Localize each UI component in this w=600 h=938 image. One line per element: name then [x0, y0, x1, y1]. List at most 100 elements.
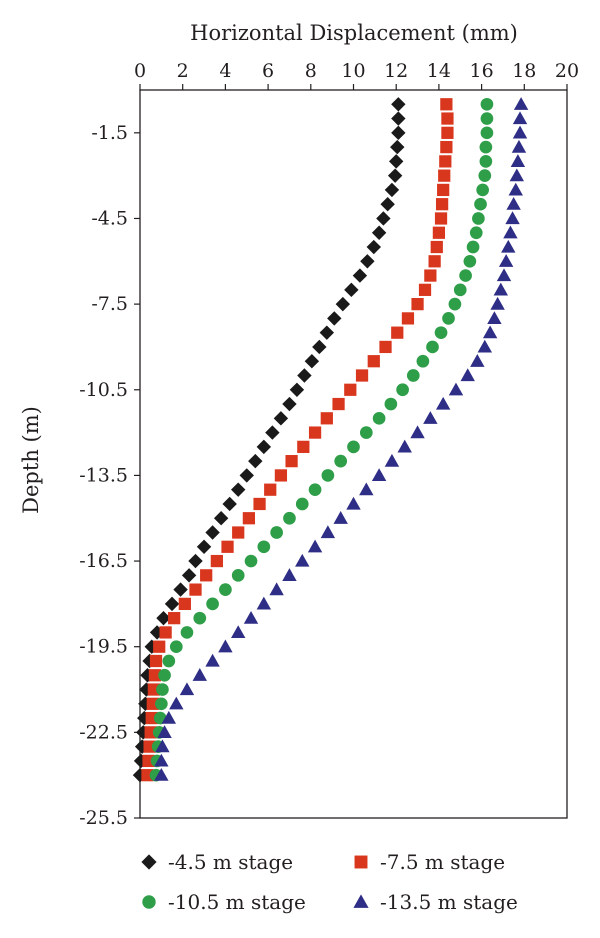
data-point	[148, 669, 162, 682]
data-point	[482, 325, 498, 339]
data-point	[512, 111, 528, 125]
data-point	[308, 426, 322, 439]
y-tick-label: -19.5	[79, 636, 128, 658]
data-point	[441, 126, 454, 139]
legend: -4.5 m stage -7.5 m stage -10.5 m stage -13…	[141, 850, 518, 914]
data-point	[158, 668, 171, 682]
x-tick-label: 18	[512, 60, 536, 82]
data-point	[428, 255, 441, 268]
data-point	[418, 283, 432, 296]
data-point	[222, 496, 237, 512]
data-point	[359, 426, 373, 439]
data-point	[463, 254, 477, 268]
data-point	[376, 211, 391, 226]
data-point	[384, 453, 400, 467]
data-point	[384, 397, 398, 411]
x-tick-label: 10	[341, 60, 365, 82]
y-tick-label: -22.5	[79, 721, 128, 743]
legend-label: -7.5 m stage	[380, 850, 505, 874]
legend-label: -13.5 m stage	[380, 890, 518, 914]
legend-marker	[142, 895, 156, 909]
legend-item: -13.5 m stage	[353, 890, 518, 914]
data-point	[480, 112, 494, 125]
data-point	[435, 198, 449, 211]
data-point	[384, 182, 400, 198]
data-point	[437, 183, 450, 197]
data-point	[396, 383, 409, 397]
y-axis-title: Depth (m)	[19, 406, 43, 514]
data-point	[479, 155, 493, 168]
data-point	[344, 383, 357, 396]
data-point	[149, 654, 163, 668]
data-point	[391, 97, 406, 112]
data-point	[360, 254, 375, 269]
data-point	[508, 182, 523, 196]
y-tick-label: -1.5	[91, 122, 128, 144]
data-point	[153, 640, 166, 653]
data-point	[401, 312, 415, 325]
data-point	[320, 525, 336, 539]
data-point	[239, 468, 254, 483]
data-point	[347, 440, 360, 454]
data-point	[477, 339, 493, 353]
data-point	[269, 582, 284, 596]
data-point	[371, 468, 387, 482]
data-point	[297, 440, 310, 453]
data-point	[505, 211, 520, 225]
data-point	[169, 696, 184, 710]
data-point	[155, 697, 168, 711]
data-point	[319, 325, 335, 340]
data-point	[210, 554, 223, 568]
data-point	[487, 311, 502, 325]
series	[132, 97, 406, 783]
data-point	[410, 425, 425, 439]
data-point	[205, 525, 220, 540]
x-axis-title: Horizontal Displacement (mm)	[190, 21, 518, 45]
data-point	[156, 610, 171, 626]
data-point	[159, 626, 172, 639]
data-point	[440, 98, 453, 111]
data-point	[193, 611, 207, 625]
y-tick-label: -10.5	[79, 379, 128, 401]
data-point	[248, 453, 263, 469]
data-point	[397, 439, 412, 453]
data-point	[344, 282, 359, 298]
legend-marker	[141, 854, 157, 870]
x-tick-label: 12	[384, 60, 408, 82]
data-point	[164, 596, 180, 612]
data-point	[253, 497, 266, 511]
data-point	[308, 483, 322, 497]
legend-item: -7.5 m stage	[354, 850, 505, 874]
data-point	[513, 97, 529, 110]
data-point	[434, 212, 448, 225]
data-point	[169, 640, 183, 654]
data-point	[154, 767, 169, 781]
data-point	[297, 368, 312, 383]
data-point	[231, 482, 246, 497]
data-point	[264, 483, 277, 496]
data-point	[476, 183, 490, 197]
data-point	[265, 425, 280, 440]
data-point	[205, 653, 220, 667]
data-point	[426, 340, 439, 354]
data-point	[355, 369, 369, 382]
data-point	[243, 610, 259, 624]
data-point	[493, 282, 509, 296]
data-point	[232, 526, 245, 539]
data-point	[474, 197, 487, 211]
data-point	[256, 596, 272, 610]
data-point	[140, 668, 155, 683]
data-point	[333, 511, 348, 524]
data-point	[352, 268, 368, 283]
data-point	[478, 169, 492, 182]
data-point	[256, 439, 272, 455]
x-tick-label: 4	[219, 60, 231, 82]
data-point	[442, 312, 455, 325]
data-point	[168, 612, 181, 625]
y-tick-label: -4.5	[91, 207, 128, 229]
data-point	[501, 239, 516, 253]
data-point	[438, 169, 451, 182]
data-point	[480, 126, 494, 140]
x-axis: 0 2 4 6 8 10 12 14 16 18 20	[134, 60, 579, 90]
